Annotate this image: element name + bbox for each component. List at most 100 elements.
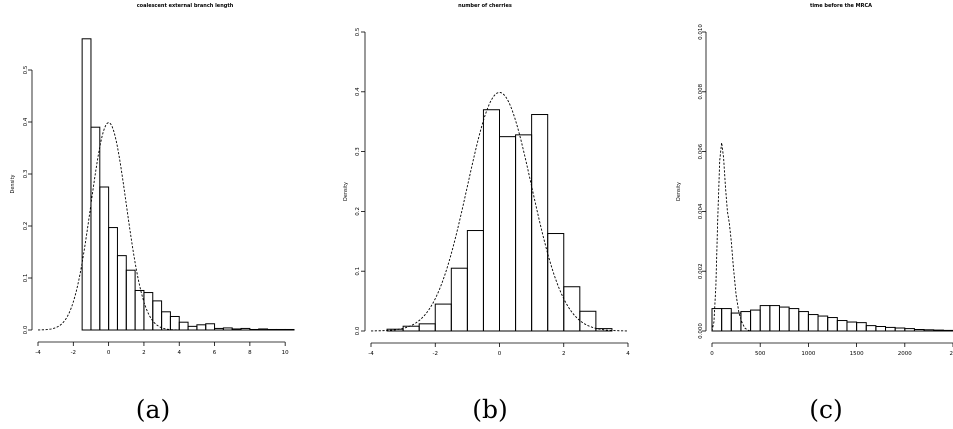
- y-tick-label: 0.1: [23, 274, 29, 283]
- x-tick-label: -4: [35, 350, 41, 356]
- histogram-bar: [913, 329, 925, 332]
- y-tick-label: 0.010: [698, 24, 704, 40]
- y-tick-label: 0.002: [698, 263, 704, 279]
- y-tick-label: 0.5: [355, 27, 361, 36]
- panel-caption: (c): [809, 395, 843, 424]
- histogram-bar: [798, 311, 809, 332]
- y-tick-label: 0.2: [23, 222, 29, 231]
- histogram-bar: [450, 267, 468, 332]
- histogram-bar: [750, 309, 761, 332]
- x-tick-label: 6: [213, 350, 217, 356]
- histogram-bar: [865, 325, 877, 332]
- histogram-bar: [108, 227, 118, 331]
- panel-b: number of cherries Density 0.0 0.1 0.2 0.3 0.4…: [343, 3, 630, 424]
- y-tick-label: 0.1: [355, 267, 361, 276]
- panel-caption: (a): [136, 395, 170, 424]
- x-tick-label: 2: [562, 351, 566, 357]
- x-tick-label: 4: [177, 350, 181, 356]
- histogram-bar: [143, 292, 154, 331]
- histogram-bar: [563, 286, 581, 332]
- histogram-bar: [90, 126, 101, 331]
- panel-caption: (b): [472, 395, 508, 424]
- x-tick-label: -2: [71, 350, 76, 356]
- x-tick-label: 0: [498, 351, 502, 357]
- y-tick-label: 0.4: [355, 87, 361, 96]
- histogram-bar: [778, 306, 790, 332]
- histogram-bar: [856, 322, 867, 332]
- y-tick-label: 0.004: [698, 203, 704, 219]
- histogram-bar: [807, 314, 819, 332]
- y-axis-label: Density: [676, 182, 682, 201]
- y-tick-label: 0.3: [355, 147, 361, 156]
- histogram-bar: [721, 308, 732, 332]
- density-curve: [711, 142, 751, 332]
- histogram-bar: [81, 38, 92, 331]
- chart-title: number of cherries: [458, 3, 512, 9]
- x-tick-label: -4: [368, 351, 374, 357]
- x-tick-label: 1500: [850, 351, 864, 357]
- y-tick-label: 0.4: [23, 117, 29, 126]
- histogram-bar: [531, 114, 549, 332]
- x-tick-label: 1000: [801, 351, 815, 357]
- histogram-bar: [482, 109, 500, 332]
- density-curve: [37, 122, 294, 331]
- histogram-bar: [434, 303, 452, 332]
- histogram-bar: [817, 315, 829, 332]
- chart-title: time before the MRCA: [810, 3, 872, 9]
- histogram-bar: [418, 323, 436, 332]
- histogram-bar: [169, 315, 180, 331]
- y-tick-label: 0.0: [23, 325, 29, 334]
- histogram-bar: [875, 326, 887, 332]
- histogram-bar: [515, 134, 533, 332]
- y-tick-label: 0.008: [698, 83, 704, 99]
- x-tick-label: 8: [248, 350, 252, 356]
- x-tick-label: -2: [433, 351, 438, 357]
- x-tick-label: 4: [626, 351, 630, 357]
- histogram-bar: [178, 321, 189, 331]
- x-tick-label: 0: [107, 350, 111, 356]
- histogram-bar: [579, 310, 597, 332]
- histogram-bar: [402, 325, 420, 332]
- y-tick-label: 0.3: [23, 169, 29, 178]
- panel-a: coalescent external branch length Density…: [10, 3, 295, 424]
- histogram-bar: [99, 186, 110, 331]
- x-tick-label: 2000: [898, 351, 912, 357]
- histogram-bar: [846, 321, 858, 332]
- y-axis-label: Density: [343, 182, 349, 201]
- histogram-bar: [769, 305, 780, 332]
- y-tick-label: 0.2: [355, 207, 361, 216]
- x-tick-label: 10: [282, 350, 289, 356]
- histogram-bar: [116, 255, 127, 331]
- density-curve: [370, 91, 629, 332]
- histogram-bar: [499, 136, 517, 332]
- histogram-bar: [711, 308, 723, 332]
- histogram-bar: [161, 311, 171, 331]
- histogram-bar: [933, 329, 944, 332]
- histogram-bar: [885, 326, 896, 332]
- histogram-bar: [595, 328, 613, 332]
- histogram-bar: [205, 323, 216, 331]
- x-tick-label: 2: [142, 350, 146, 356]
- histogram-bar: [759, 305, 771, 332]
- y-tick-label: 0.0: [355, 326, 361, 335]
- histogram-bar: [836, 320, 848, 332]
- histogram-bar: [942, 329, 953, 332]
- x-tick-label: 25: [950, 351, 953, 357]
- y-axis-label: Density: [10, 174, 16, 193]
- y-tick-label: 0.5: [23, 65, 29, 74]
- panel-c: time before the MRCA Density 0.000 0.002 0.0…: [676, 3, 953, 424]
- histogram-bar: [466, 230, 484, 332]
- y-tick-label: 0.006: [698, 143, 704, 159]
- histogram-bar: [740, 311, 752, 332]
- histogram-bar: [196, 324, 207, 331]
- histogram-bar: [894, 327, 906, 332]
- y-tick-label: 0.000: [698, 323, 704, 339]
- histogram-bar: [788, 308, 800, 332]
- chart-title: coalescent external branch length: [137, 3, 234, 9]
- histogram-bar: [827, 317, 838, 332]
- x-tick-label: 500: [755, 351, 766, 357]
- histogram-bar: [125, 269, 136, 331]
- histogram-bar: [923, 329, 935, 332]
- histogram-bar: [904, 328, 915, 332]
